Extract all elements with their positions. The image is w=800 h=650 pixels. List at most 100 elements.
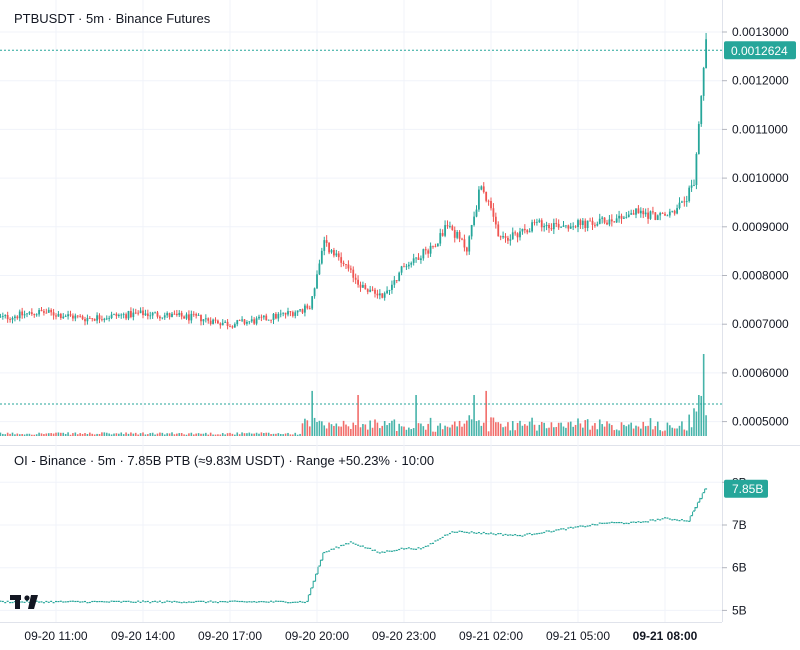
candle-body[interactable] [507, 237, 509, 241]
candle-body[interactable] [395, 280, 398, 281]
candle-body[interactable] [574, 226, 577, 228]
candle-body[interactable] [572, 226, 575, 228]
candle-body[interactable] [676, 208, 678, 214]
candle-body[interactable] [451, 226, 454, 230]
candle-body[interactable] [407, 264, 410, 267]
candle-body[interactable] [519, 231, 521, 238]
candle-body[interactable] [168, 313, 171, 318]
candle-body[interactable] [178, 312, 181, 316]
candle-body[interactable] [255, 318, 258, 324]
candle-body[interactable] [21, 311, 24, 316]
candle-body[interactable] [381, 293, 384, 298]
candle-body[interactable] [345, 264, 347, 265]
candle-body[interactable] [420, 258, 422, 260]
candle-body[interactable] [478, 189, 480, 210]
candle-body[interactable] [279, 313, 282, 315]
candle-body[interactable] [391, 284, 393, 290]
candle-body[interactable] [441, 233, 444, 236]
candle-body[interactable] [514, 232, 517, 234]
candle-body[interactable] [410, 262, 413, 265]
candle-body[interactable] [449, 226, 451, 227]
candle-body[interactable] [652, 211, 654, 213]
candle-body[interactable] [250, 319, 253, 322]
candle-body[interactable] [333, 250, 335, 256]
candle-body[interactable] [233, 324, 236, 328]
candle-body[interactable] [465, 247, 468, 252]
candle-body[interactable] [308, 308, 311, 310]
candle-body[interactable] [608, 219, 611, 225]
candle-body[interactable] [366, 289, 369, 292]
candle-body[interactable] [526, 230, 529, 233]
candle-body[interactable] [91, 318, 94, 319]
candle-body[interactable] [258, 316, 260, 319]
candle-body[interactable] [354, 277, 357, 280]
candle-body[interactable] [557, 223, 560, 228]
candle-body[interactable] [371, 289, 374, 291]
candle-body[interactable] [209, 320, 212, 324]
candle-body[interactable] [528, 231, 531, 233]
candle-body[interactable] [550, 228, 553, 230]
candle-body[interactable] [55, 315, 57, 317]
candle-body[interactable] [383, 293, 386, 298]
candle-body[interactable] [236, 320, 239, 325]
candle-body[interactable] [661, 212, 664, 214]
candle-body[interactable] [50, 309, 53, 313]
candle-body[interactable] [461, 238, 463, 240]
candle-body[interactable] [69, 314, 72, 316]
candle-body[interactable] [262, 315, 265, 318]
candle-body[interactable] [463, 239, 466, 248]
candle-body[interactable] [154, 312, 156, 314]
candle-body[interactable] [362, 285, 364, 288]
candle-body[interactable] [630, 213, 633, 215]
candle-body[interactable] [146, 313, 149, 317]
candle-body[interactable] [412, 258, 415, 263]
candle-body[interactable] [270, 319, 272, 321]
candle-body[interactable] [671, 210, 674, 212]
candle-body[interactable] [296, 310, 299, 313]
candle-body[interactable] [224, 321, 227, 323]
candle-body[interactable] [120, 314, 123, 316]
candle-body[interactable] [475, 209, 478, 217]
candle-body[interactable] [105, 318, 108, 320]
candle-body[interactable] [313, 288, 316, 297]
candle-body[interactable] [16, 316, 19, 319]
candle-body[interactable] [161, 317, 164, 319]
candle-body[interactable] [253, 319, 256, 324]
candle-body[interactable] [287, 311, 289, 315]
candle-body[interactable] [241, 319, 243, 321]
candle-body[interactable] [405, 266, 408, 268]
candle-body[interactable] [246, 322, 248, 324]
candle-body[interactable] [432, 245, 434, 247]
candle-body[interactable] [596, 223, 599, 226]
candle-body[interactable] [43, 311, 45, 313]
candle-body[interactable] [9, 319, 11, 320]
candle-body[interactable] [47, 309, 50, 313]
candle-body[interactable] [644, 212, 647, 215]
candle-body[interactable] [678, 202, 681, 209]
candle-body[interactable] [567, 225, 570, 229]
candle-body[interactable] [577, 220, 579, 228]
candle-body[interactable] [352, 269, 355, 278]
candle-body[interactable] [417, 257, 420, 260]
candle-body[interactable] [125, 314, 127, 319]
candle-body[interactable] [632, 213, 635, 215]
candle-body[interactable] [685, 201, 688, 203]
candle-body[interactable] [40, 310, 43, 312]
candle-body[interactable] [200, 315, 202, 322]
candle-body[interactable] [664, 213, 666, 216]
candle-body[interactable] [668, 211, 671, 216]
candle-body[interactable] [560, 226, 562, 228]
candlestick-series[interactable] [0, 32, 707, 330]
candle-body[interactable] [639, 210, 642, 214]
candle-body[interactable] [149, 315, 152, 317]
candle-body[interactable] [226, 321, 229, 326]
candle-body[interactable] [180, 312, 183, 317]
candle-body[interactable] [424, 249, 427, 251]
candle-body[interactable] [543, 226, 546, 228]
candle-body[interactable] [14, 316, 16, 318]
candle-body[interactable] [74, 315, 77, 319]
candle-body[interactable] [673, 210, 676, 214]
candle-body[interactable] [398, 272, 401, 281]
candle-body[interactable] [171, 313, 173, 318]
candle-body[interactable] [62, 316, 65, 319]
